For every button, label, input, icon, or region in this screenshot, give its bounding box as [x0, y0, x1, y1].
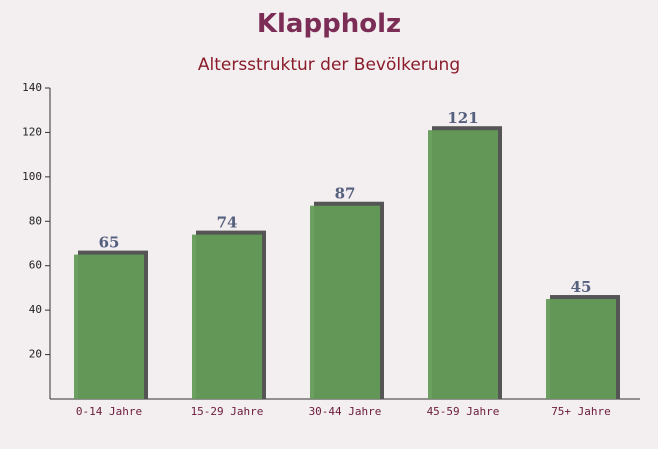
x-tick-label: 45-59 Jahre	[427, 405, 500, 418]
y-tick-label: 40	[29, 303, 42, 316]
bar	[74, 254, 144, 399]
bar	[428, 130, 498, 399]
bar	[310, 205, 380, 399]
value-label: 74	[217, 214, 238, 232]
x-tick-label: 15-29 Jahre	[191, 405, 264, 418]
y-tick-label: 80	[29, 214, 42, 227]
bar	[192, 234, 262, 399]
y-tick-label: 20	[29, 348, 42, 361]
x-tick-label: 0-14 Jahre	[76, 405, 142, 418]
bar	[546, 299, 616, 399]
y-tick-label: 60	[29, 259, 42, 272]
value-label: 121	[447, 109, 478, 127]
x-tick-label: 30-44 Jahre	[309, 405, 382, 418]
y-tick-label: 140	[22, 81, 42, 94]
y-tick-label: 100	[22, 170, 42, 183]
chart-subtitle: Altersstruktur der Bevölkerung	[198, 55, 460, 75]
x-tick-label: 75+ Jahre	[551, 405, 611, 418]
value-label: 45	[571, 278, 592, 296]
value-label: 65	[99, 234, 120, 252]
chart-title: Klappholz	[257, 9, 401, 39]
value-label: 87	[335, 185, 356, 203]
y-tick-label: 120	[22, 125, 42, 138]
